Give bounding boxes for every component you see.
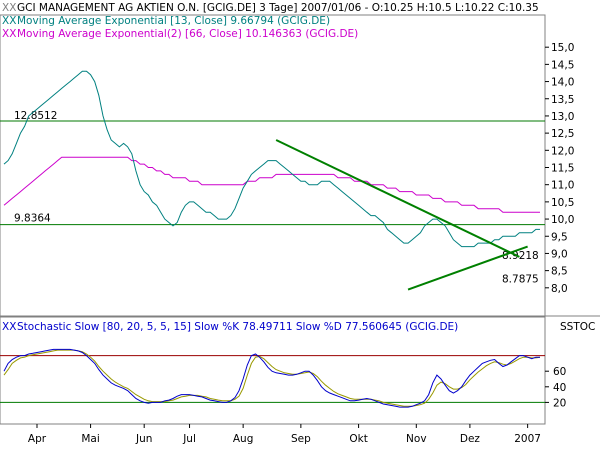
price-tick-label: 8,0 [551,283,568,295]
ascending-trendline [407,245,528,291]
month-tick-label: Jun [135,433,152,445]
month-axis: Apr Mai Jun Jul Aug Sep Okt Nov Dez 2007 [28,424,541,445]
price-tick-label: 14,0 [551,77,574,89]
price-tick-label: 11,0 [551,180,574,192]
price-tick-label: 11,5 [551,163,574,175]
price-tick-label: 13,5 [551,94,574,106]
support-label: 9.8364 [14,213,51,225]
month-tick-label: 2007 [514,433,541,445]
month-tick-label: Dez [460,433,481,445]
stochastic-d-path [3,349,541,407]
stochastic-k-path [3,348,540,408]
stochastic-panel-frame [0,316,546,425]
price-tick-label: 10,5 [551,197,574,209]
month-tick-label: Apr [28,433,47,445]
ema13-title: Moving Average Exponential [13, Close] 9… [17,15,330,27]
ema13-line [3,70,540,248]
price-tick-label: 9,5 [551,231,568,243]
price-title: GCI MANAGEMENT AG AKTIEN O.N. [GCIG.DE] … [17,2,539,14]
legend-marker: XX [2,2,16,14]
trendlines [275,139,528,291]
price-tick-label: 12,5 [551,128,574,140]
month-tick-label: Mai [81,433,99,445]
stochastic-axis: 20 40 60 [545,366,566,409]
price-tick-label: 15,0 [551,42,574,54]
legend-marker: XX [2,15,16,27]
legend-marker: XX [2,28,16,40]
ema66-path [3,156,540,213]
ema66-title: Moving Average Exponential(2) [66, Close… [17,28,358,40]
month-tick-label: Jul [182,433,196,445]
descending-trendline [275,139,520,258]
month-tick-label: Nov [406,433,427,445]
price-tick-label: 13,0 [551,111,574,123]
price-tick-label: 8,5 [551,266,568,278]
stochastic-title: Stochastic Slow [80, 20, 5, 5, 15] Slow … [17,321,458,333]
resistance-label: 12.8512 [14,110,57,122]
trend-support-label: 8.7875 [502,274,539,286]
month-tick-label: Aug [233,433,254,445]
stochastic-tick-label: 60 [553,366,566,378]
price-tick-label: 10,0 [551,214,574,226]
legend-marker: XX [2,321,16,333]
stochastic-lines [0,348,545,408]
stochastic-tick-label: 40 [553,382,566,394]
stochastic-tick-label: 20 [553,397,566,409]
price-tick-label: 14,5 [551,59,574,71]
price-tick-label: 9,0 [551,248,568,260]
price-tick-label: 12,0 [551,145,574,157]
price-axis: 8,0 8,5 9,0 9,5 10,0 10,5 11,0 11,5 12,0 12,5 13,0… [545,42,574,295]
ema13-path [3,70,540,248]
month-tick-label: Okt [349,433,367,445]
ema66-line [3,156,540,213]
stochastic-panel-label: SSTOC [560,321,595,333]
month-tick-label: Sep [291,433,311,445]
